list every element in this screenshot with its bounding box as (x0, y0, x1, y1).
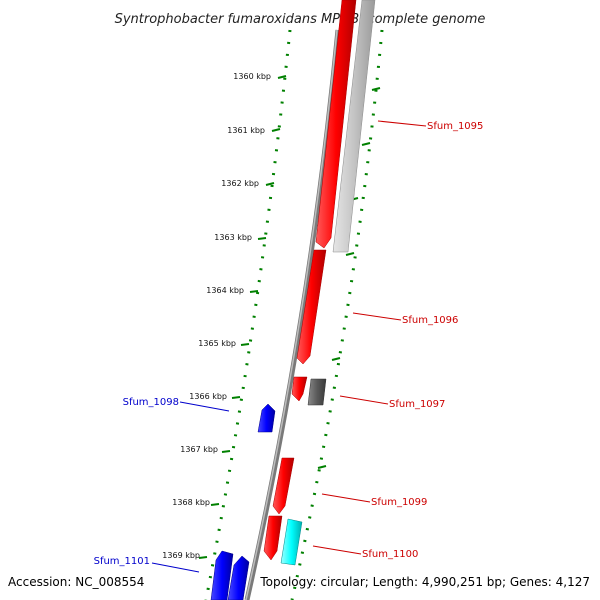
tick-label: 1367 kbp (180, 445, 218, 454)
gene-sfum-1095[interactable] (315, 0, 357, 249)
gene-label[interactable]: Sfum_1095 (427, 121, 483, 132)
gene-label[interactable]: Sfum_1096 (402, 315, 458, 326)
gene-label[interactable]: Sfum_1098 (123, 397, 179, 408)
gene-gray-pseudo[interactable] (332, 0, 376, 253)
gene-labels: Sfum_1095 Sfum_1096 Sfum_1097 Sfum_1098 … (94, 121, 484, 567)
tick-label: 1368 kbp (172, 498, 210, 507)
tick-label: 1362 kbp (221, 179, 259, 188)
tick-label: 1360 kbp (233, 72, 271, 81)
gene-sfum-1098[interactable] (257, 403, 276, 433)
gene-label[interactable]: Sfum_1097 (389, 399, 445, 410)
gene-sfum-1101-b[interactable] (227, 555, 250, 600)
gene-sfum-1097[interactable] (291, 376, 308, 402)
tick-labels: 1360 kbp 1361 kbp 1362 kbp 1363 kbp 1364… (162, 72, 271, 560)
gene-dark-gray[interactable] (307, 378, 327, 406)
gene-sfum-1099[interactable] (272, 457, 295, 515)
tick-label: 1364 kbp (206, 286, 244, 295)
tick-label: 1366 kbp (189, 392, 227, 401)
tick-label: 1363 kbp (214, 233, 252, 242)
gene-features (210, 0, 376, 600)
gene-sfum-1096[interactable] (296, 249, 327, 365)
outer-dotted-guide (290, 29, 384, 600)
gene-label[interactable]: Sfum_1101 (94, 556, 150, 567)
tick-label: 1361 kbp (227, 126, 265, 135)
map-title: Syntrophobacter fumaroxidans MPOB, compl… (115, 12, 486, 27)
gene-cyan[interactable] (280, 518, 303, 566)
topology-text: Topology: circular; Length: 4,990,251 bp… (259, 575, 590, 589)
gene-leader-lines (151, 120, 427, 573)
tick-label: 1369 kbp (162, 551, 200, 560)
genome-backbone-highlight (245, 29, 338, 600)
gene-sfum-1100[interactable] (263, 515, 283, 561)
inner-dotted-guide (204, 29, 292, 600)
gene-sfum-1101-a[interactable] (210, 550, 234, 600)
gene-label[interactable]: Sfum_1100 (362, 549, 418, 560)
tick-label: 1365 kbp (198, 339, 236, 348)
genome-backbone (244, 29, 341, 600)
accession-text: Accession: NC_008554 (8, 575, 144, 589)
gene-label[interactable]: Sfum_1099 (371, 497, 427, 508)
